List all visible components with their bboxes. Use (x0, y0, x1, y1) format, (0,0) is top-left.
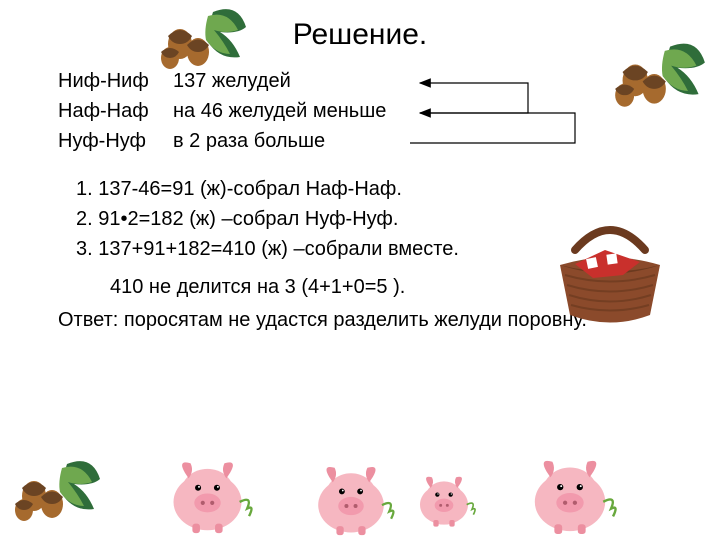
given-row: Нуф-Нуф в 2 раза больше (58, 126, 680, 156)
given-row: Наф-Наф на 46 желудей меньше (58, 96, 680, 126)
pig-name: Ниф-Ниф (58, 66, 173, 96)
acorn-icon (158, 2, 248, 72)
answer-text: поросятам не удастся разделить желуди по… (124, 309, 587, 331)
basket-icon (545, 220, 675, 330)
given-row: Ниф-Ниф 137 желудей (58, 66, 680, 96)
pig-icon (520, 448, 620, 536)
pig-value: 137 желудей (173, 66, 291, 96)
pig-icon (160, 450, 255, 535)
given-block: Ниф-Ниф 137 желудей Наф-Наф на 46 желуде… (58, 66, 680, 156)
acorn-icon (12, 454, 102, 524)
pig-value: на 46 желудей меньше (173, 96, 386, 126)
pig-name: Нуф-Нуф (58, 126, 173, 156)
slide-root: Решение. Ниф-Ниф 137 желудей Наф-Наф на … (0, 0, 720, 540)
pig-icon (410, 468, 478, 528)
pig-icon (305, 455, 397, 537)
pig-name: Наф-Наф (58, 96, 173, 126)
step-item: 137-46=91 (ж)-собрал Наф-Наф. (76, 174, 680, 204)
answer-line: Ответ: поросятам не удастся разделить же… (58, 307, 598, 334)
pig-value: в 2 раза больше (173, 126, 325, 156)
answer-label: Ответ: (58, 309, 118, 331)
page-title: Решение. (40, 18, 680, 52)
